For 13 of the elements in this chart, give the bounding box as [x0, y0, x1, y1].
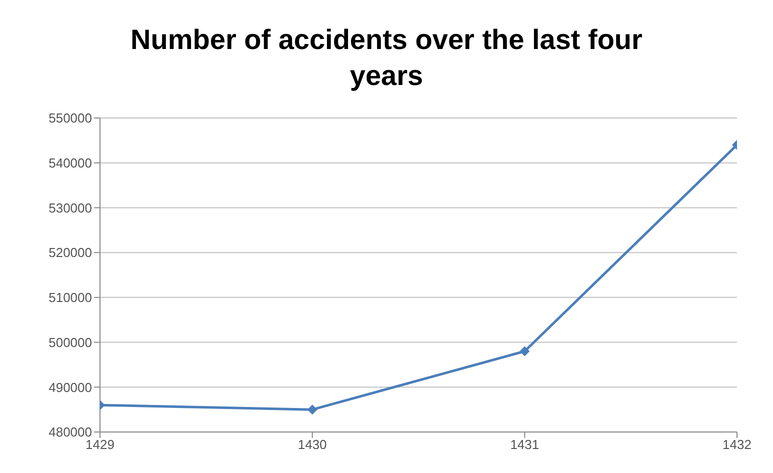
y-tick-label: 500000: [48, 334, 92, 350]
y-tick-label: 540000: [48, 155, 92, 170]
x-tick-label: 1432: [722, 437, 752, 452]
y-tick-label: 530000: [48, 200, 92, 216]
y-tick-label: 550000: [48, 110, 92, 126]
chart-title: Number of accidents over the last four years: [130, 23, 644, 93]
y-tick-label: 510000: [48, 290, 92, 306]
x-tick-label: 1430: [298, 437, 327, 452]
x-tick-label: 1429: [86, 437, 114, 452]
y-tick-label: 490000: [48, 380, 92, 395]
y-tick-label: 520000: [48, 245, 92, 260]
x-tick-label: 1431: [510, 437, 540, 452]
y-tick-label: 480000: [48, 424, 92, 440]
